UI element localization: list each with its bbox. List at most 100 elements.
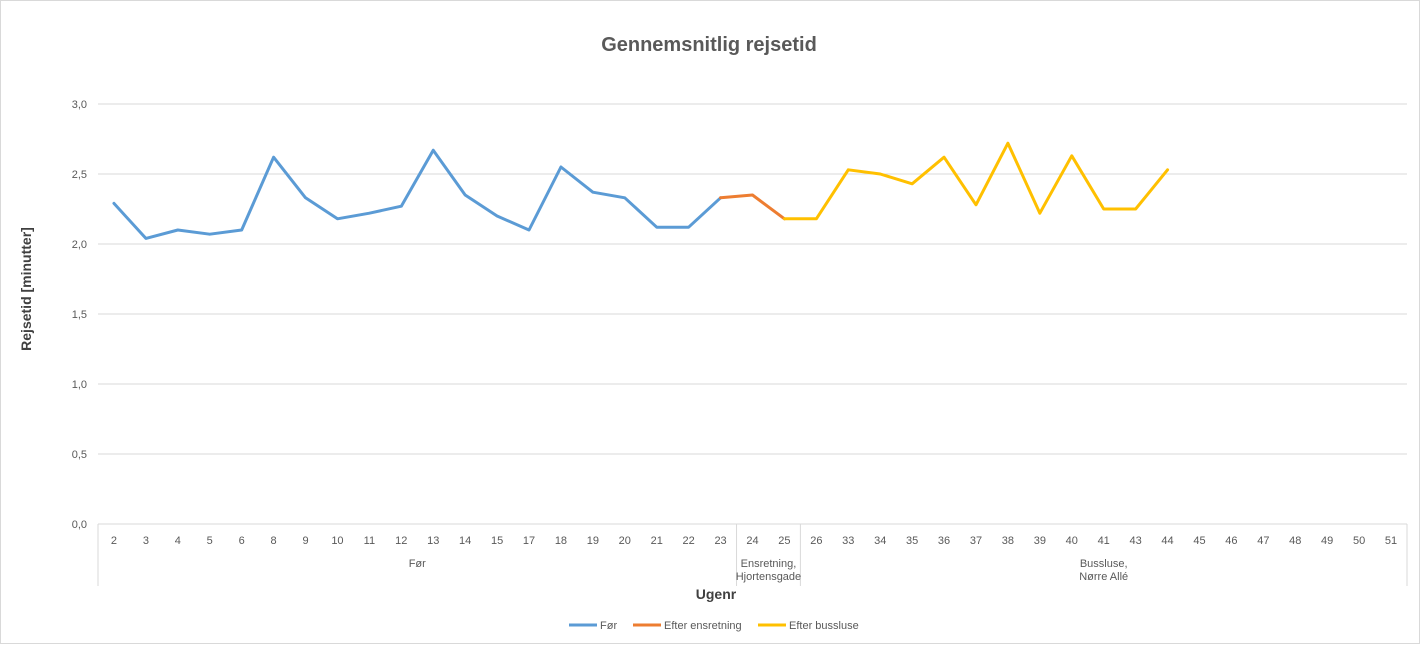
series-lines (112, 141, 1170, 240)
x-tick-label: 18 (555, 535, 567, 547)
chart-title: Gennemsnitlig rejsetid (601, 34, 817, 56)
data-point (719, 196, 722, 199)
data-point (974, 203, 978, 206)
data-point (336, 217, 339, 220)
x-tick-label: 51 (1385, 535, 1397, 547)
x-axis-title: Ugenr (696, 586, 737, 602)
x-tick-label: 46 (1225, 535, 1237, 547)
data-point (272, 156, 275, 159)
x-tick-label: 21 (651, 535, 663, 547)
x-tick-label: 14 (459, 535, 471, 547)
y-tick-label: 0,5 (72, 449, 87, 461)
x-tick-label: 45 (1193, 535, 1205, 547)
x-tick-label: 4 (175, 535, 181, 547)
data-point (495, 214, 499, 218)
x-tick-label: 11 (364, 535, 375, 547)
data-point (304, 196, 307, 199)
data-point (1038, 212, 1042, 215)
data-point (847, 168, 850, 171)
y-tick-label: 2,0 (72, 239, 87, 251)
x-tick-label: 5 (207, 535, 213, 547)
y-tick-label: 1,0 (72, 379, 87, 391)
data-point (687, 226, 690, 229)
y-tick-label: 3,0 (72, 99, 87, 111)
data-point (879, 172, 882, 176)
x-tick-label: 41 (1098, 535, 1110, 547)
data-point (751, 193, 754, 197)
data-point (144, 237, 148, 240)
series-line (112, 148, 723, 240)
legend-label: Efter bussluse (789, 620, 859, 632)
data-point (1134, 207, 1137, 211)
data-point (559, 165, 563, 169)
x-tick-label: 22 (683, 535, 695, 547)
x-tick-label: 40 (1066, 535, 1078, 547)
y-axis-ticks: 0,0 0,5 1,0 1,5 2,0 2,5 3,0 (72, 99, 87, 531)
x-tick-label: 39 (1034, 535, 1046, 547)
data-point (463, 193, 467, 197)
group-label: Nørre Allé (1079, 571, 1128, 583)
data-point (942, 156, 946, 159)
group-label: Bussluse, (1080, 558, 1128, 570)
series-line (719, 193, 786, 221)
x-tick-label: 3 (143, 535, 149, 547)
x-tick-label: 23 (714, 535, 726, 547)
group-label: Ensretning, (741, 558, 797, 570)
x-tick-label: 17 (523, 535, 535, 547)
x-tick-label: 26 (810, 535, 822, 547)
x-tick-label: 35 (906, 535, 918, 547)
data-point (783, 217, 786, 220)
x-tick-label: 36 (938, 535, 950, 547)
legend-label: Efter ensretning (664, 620, 742, 632)
y-tick-label: 0,0 (72, 519, 87, 531)
group-label: Hjortensgade (736, 571, 801, 583)
x-tick-label: 34 (874, 535, 886, 547)
x-tick-label: 43 (1129, 535, 1141, 547)
data-point (591, 191, 595, 194)
x-tick-label: 49 (1321, 535, 1333, 547)
y-axis-title: Rejsetid [minutter] (18, 227, 34, 351)
x-tick-label: 12 (395, 535, 407, 547)
data-point (400, 205, 403, 208)
data-point (815, 217, 818, 220)
legend: Før Efter ensretning Efter bussluse (569, 620, 859, 632)
x-axis: 2 3 4 5 6 8 9 10 11 12 13 14 15 17 18 19 20 21 22 23 24 25 26 3… (97, 523, 1408, 586)
data-point (910, 182, 914, 185)
x-tick-label: 47 (1257, 535, 1269, 547)
x-tick-label: 38 (1002, 535, 1014, 547)
y-tick-label: 2,5 (72, 169, 87, 181)
x-tick-label: 44 (1161, 535, 1173, 547)
gridlines (98, 103, 1407, 455)
data-point (655, 226, 658, 229)
x-tick-label: 6 (239, 535, 245, 547)
data-point (112, 202, 116, 205)
x-tick-label: 24 (746, 535, 758, 547)
x-tick-label: 10 (331, 535, 343, 547)
y-tick-label: 1,5 (72, 309, 87, 321)
x-tick-label: 2 (111, 535, 117, 547)
data-point (1006, 142, 1010, 145)
data-point (432, 149, 435, 152)
legend-label: Før (600, 620, 617, 632)
x-tick-label: 9 (302, 535, 308, 547)
data-point (1070, 154, 1073, 157)
data-point (208, 233, 211, 236)
data-point (240, 228, 243, 232)
data-point (1166, 168, 1169, 171)
data-point (1102, 207, 1105, 211)
data-point (623, 196, 626, 199)
x-tick-label: 25 (778, 535, 790, 547)
group-label: Før (409, 558, 426, 570)
x-tick-label: 48 (1289, 535, 1301, 547)
data-point (368, 212, 371, 215)
series-line (782, 141, 1170, 221)
x-tick-label: 50 (1353, 535, 1365, 547)
x-tick-label: 37 (970, 535, 982, 547)
data-point (527, 228, 531, 232)
data-point (176, 228, 180, 232)
x-tick-label: 13 (427, 535, 439, 547)
x-tick-label: 15 (491, 535, 503, 547)
x-tick-label: 20 (619, 535, 631, 547)
